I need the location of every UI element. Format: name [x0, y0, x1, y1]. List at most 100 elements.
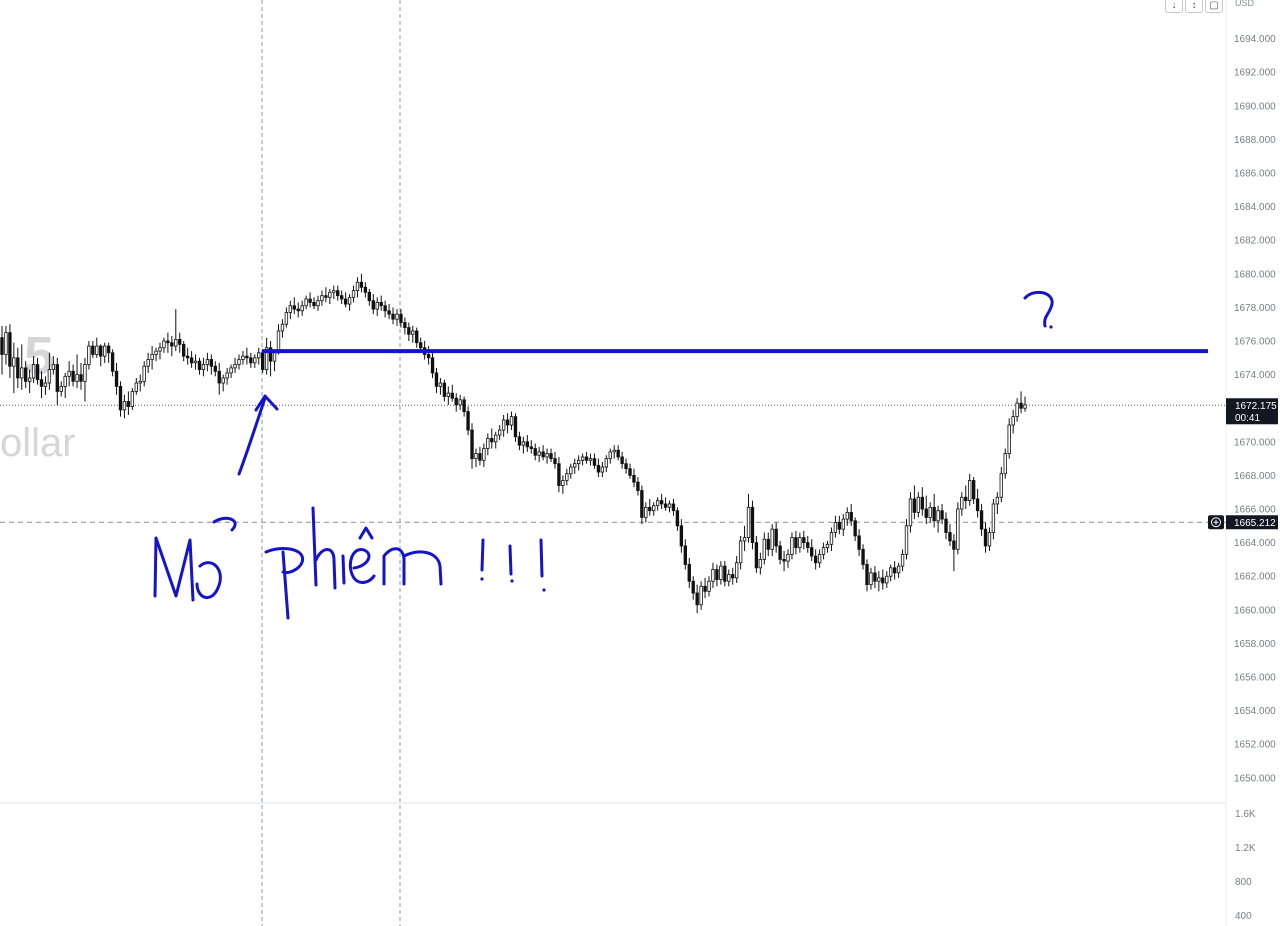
price-tick: 1688.000 [1234, 135, 1276, 146]
candle [351, 285, 356, 303]
candle [1023, 396, 1027, 412]
candle [482, 443, 486, 468]
candle [853, 517, 857, 541]
candle [83, 357, 87, 402]
price-tick: 1656.000 [1234, 673, 1276, 684]
price-tick: 1654.000 [1234, 706, 1276, 717]
price-tick: 1680.000 [1234, 269, 1276, 280]
watermark-name: ollar [0, 421, 76, 465]
price-tick: 1664.000 [1234, 538, 1276, 549]
price-axis[interactable]: 1694.000 1692.000 1690.000 1688.000 1686.000… [1234, 34, 1276, 784]
candle [91, 341, 95, 358]
candle [1003, 448, 1007, 479]
fullscreen-icon[interactable]: ▢ [1205, 0, 1223, 13]
candle [711, 562, 715, 588]
candle [233, 357, 237, 373]
price-tick: 1662.000 [1234, 572, 1276, 583]
candle [407, 322, 411, 342]
candle [505, 413, 510, 434]
candle [561, 475, 565, 494]
candle [237, 354, 241, 370]
candle [928, 502, 932, 523]
candle [395, 309, 399, 326]
candle [655, 497, 660, 511]
candle [849, 503, 853, 526]
candle [458, 394, 462, 410]
candle [470, 423, 474, 469]
candle [27, 369, 32, 394]
candle [924, 495, 928, 525]
candle [659, 493, 664, 510]
volume-tick-1: 1.6K [1235, 809, 1256, 820]
candle [308, 292, 312, 308]
candle [217, 362, 221, 395]
candle [754, 535, 759, 573]
candle [478, 446, 482, 466]
price-tick: 1668.000 [1234, 471, 1276, 482]
candle [189, 351, 194, 368]
candle [47, 352, 52, 390]
candle [987, 527, 992, 552]
candle [257, 347, 261, 365]
candle [0, 325, 4, 375]
candle [347, 293, 352, 311]
candle [837, 515, 842, 535]
candle [213, 361, 217, 377]
candle [118, 381, 123, 417]
price-tick: 1676.000 [1234, 337, 1276, 348]
price-tick: 1666.000 [1234, 505, 1276, 516]
candle [375, 297, 379, 316]
candle [821, 542, 826, 560]
volume-tick-4: 400 [1235, 911, 1252, 922]
download-icon[interactable]: ↓ [1165, 0, 1183, 13]
candle [715, 564, 719, 587]
candle [106, 342, 111, 363]
last-price-countdown: 00:41 [1235, 413, 1260, 424]
candle [817, 549, 822, 568]
candle [193, 354, 198, 370]
candle [497, 425, 502, 441]
candle [616, 445, 620, 461]
candle [126, 391, 131, 415]
candle [185, 347, 190, 365]
candles-group [0, 273, 1027, 614]
candle [154, 347, 158, 362]
candle [134, 377, 138, 395]
candle [794, 530, 798, 555]
candle [573, 458, 577, 474]
handwritten-text [153, 506, 546, 620]
candle [833, 515, 838, 538]
candle [280, 319, 285, 338]
add-alert-icon[interactable] [1208, 515, 1224, 530]
candle [359, 273, 364, 293]
candle [166, 332, 170, 353]
candle [707, 576, 711, 597]
candle [624, 458, 628, 474]
candle [932, 493, 936, 528]
candle [288, 300, 293, 320]
candle [284, 307, 289, 328]
candle [31, 356, 36, 384]
candle [67, 361, 71, 387]
price-tick: 1692.000 [1234, 68, 1276, 79]
last-price-value: 1672.175 [1235, 401, 1277, 412]
candle [762, 532, 766, 565]
candle [1015, 398, 1019, 422]
currency-label[interactable]: USD [1235, 0, 1255, 8]
candle [983, 522, 988, 553]
price-tick: 1674.000 [1234, 370, 1276, 381]
candle [632, 468, 636, 488]
candle [723, 561, 727, 587]
price-tick: 1660.000 [1234, 605, 1276, 616]
candle [114, 362, 119, 395]
candle [225, 367, 229, 385]
candle [336, 285, 340, 301]
candle [944, 512, 948, 540]
candle [766, 532, 770, 557]
candle [612, 445, 616, 459]
scale-icon[interactable]: ↕ [1185, 0, 1203, 13]
candle [873, 566, 877, 588]
candle [738, 535, 743, 570]
candle [952, 534, 956, 572]
